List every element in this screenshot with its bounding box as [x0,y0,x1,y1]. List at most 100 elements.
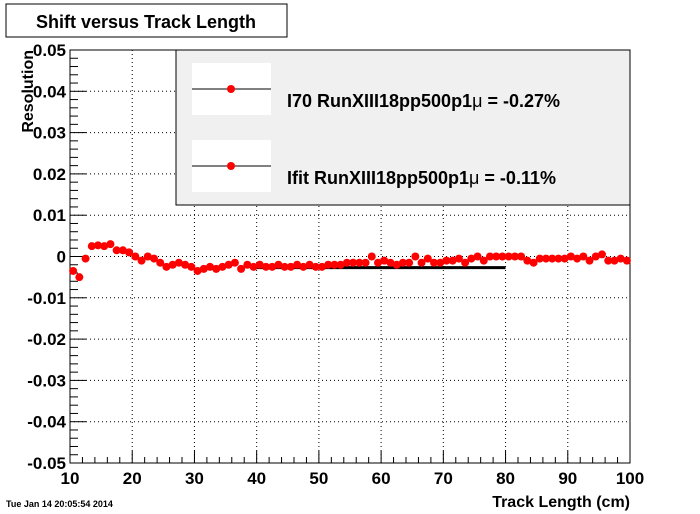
data-point [168,260,177,269]
data-point [150,254,158,263]
data-point [137,256,146,265]
y-tick-label: 0 [57,248,66,267]
data-point [610,256,619,265]
legend: I70 RunXIII18pp500p1μ = -0.27% Ifit RunX… [175,49,631,206]
data-point [436,258,445,267]
x-tick-label: 60 [372,469,391,488]
data-point [262,262,270,271]
data-point [454,254,463,263]
x-tick-label: 100 [616,469,644,488]
x-axis: 10 20 30 40 50 60 70 80 90 100 [61,451,644,488]
data-point [224,260,233,269]
data-point [467,254,476,263]
y-tick-label: 0.03 [33,124,66,143]
data-point [398,258,407,267]
timestamp: Tue Jan 14 20:05:54 2014 [6,499,113,509]
data-point [199,264,208,273]
y-tick-label: -0.02 [27,330,66,349]
y-tick-label: -0.05 [27,454,66,473]
data-point [542,254,550,263]
data-point [479,256,488,265]
data-point [230,258,239,267]
y-tick-label: 0.04 [33,82,67,101]
x-tick-label: 10 [61,469,80,488]
legend-entry-1: I70 RunXIII18pp500p1μ = -0.27% [287,91,560,111]
data-point [535,254,544,263]
legend-value-2: = -0.11% [479,168,556,188]
data-point [461,258,470,267]
data-point [392,260,401,269]
data-point [616,254,625,263]
data-point [504,252,513,261]
data-point [349,258,358,267]
data-point [318,262,326,271]
legend-value-1: = -0.27% [482,91,560,111]
data-point [336,260,345,269]
data-point [293,260,302,269]
y-tick-label: -0.04 [27,413,66,432]
data-point [143,252,152,261]
data-point [342,258,351,267]
data-point [492,252,501,261]
data-point [94,241,102,250]
data-point [118,246,127,255]
data-point [280,262,289,271]
data-point [405,258,414,267]
data-point [386,258,395,267]
data-point [423,254,432,263]
data-point [193,266,202,275]
data-point [560,254,569,263]
x-tick-label: 80 [496,469,515,488]
data-point [417,258,426,267]
series-i70-points [69,240,631,282]
legend-label-1: I70 RunXIII18pp500p1 [287,91,472,111]
data-point [517,252,526,261]
y-tick-label: 0.02 [33,165,66,184]
data-point [554,254,563,263]
y-tick-label: -0.01 [27,289,66,308]
data-point [274,260,283,269]
x-tick-label: 90 [558,469,577,488]
data-point [448,256,457,265]
data-point [566,252,575,261]
data-point [249,262,258,271]
data-point [100,242,109,251]
data-point [212,264,221,273]
data-point [585,256,594,265]
data-point [299,262,308,271]
data-point [361,258,370,267]
data-point [498,252,507,261]
data-point [162,262,171,271]
y-tick-label: -0.03 [27,371,66,390]
legend-mu-2: μ [469,168,479,188]
data-point [591,252,600,261]
y-tick-label: 0.01 [33,206,66,225]
data-point [187,262,196,271]
data-point [411,252,420,261]
x-tick-label: 70 [434,469,453,488]
data-point [305,260,314,269]
data-point [87,242,96,251]
data-point [174,258,183,267]
data-point [237,264,246,273]
x-tick-label: 40 [247,469,266,488]
data-point [255,260,264,269]
data-point [311,262,320,271]
x-tick-label: 30 [185,469,204,488]
data-point [286,262,295,271]
data-point [75,273,84,282]
data-point [112,246,121,255]
data-point [579,252,588,261]
data-point [523,256,532,265]
data-point [430,258,438,267]
data-point [510,252,519,261]
data-point [330,260,339,269]
x-tick-label: 50 [309,469,328,488]
data-point [218,262,227,271]
data-point [367,252,376,261]
y-tick-label: 0.05 [33,41,66,60]
data-point [473,252,482,261]
data-point [324,260,333,269]
data-point [529,258,538,267]
